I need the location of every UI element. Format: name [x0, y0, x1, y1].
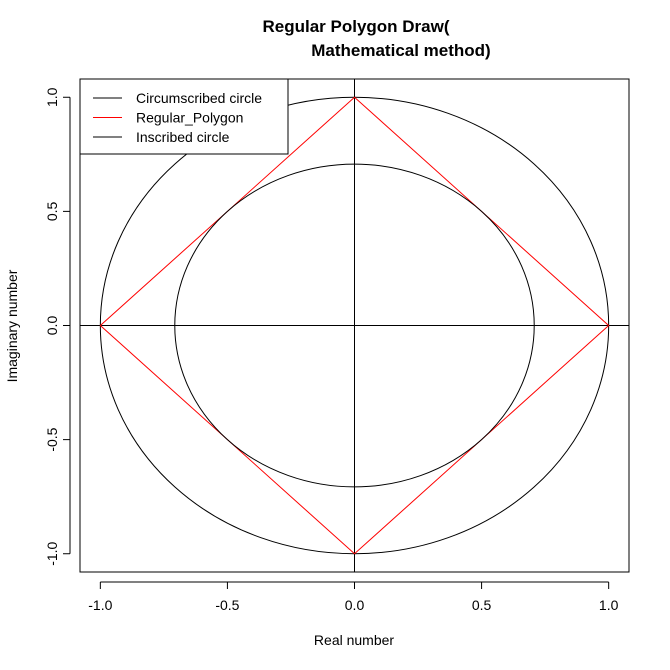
x-tick-label: -0.5: [215, 597, 239, 613]
series-inscribed-circle: [174, 163, 535, 488]
axes: -1.0 -0.5 0.0 0.5 1.0 -1.0 -0.5 0.0 0.5 1.0: [44, 78, 630, 613]
plot-area: [80, 79, 629, 572]
y-tick-label: 1.0: [44, 87, 60, 107]
legend: Circumscribed circle Regular_Polygon Inscr…: [79, 78, 289, 155]
x-tick-label: 0.5: [472, 597, 492, 613]
y-tick-label: 0.5: [44, 201, 60, 221]
legend-box: [79, 78, 289, 155]
legend-label: Regular_Polygon: [136, 110, 243, 126]
legend-label: Inscribed circle: [136, 129, 230, 145]
y-tick-label: -0.5: [44, 427, 60, 451]
chart-title-line-1: Regular Polygon Draw(: [262, 17, 449, 36]
chart-title-line-2: Mathematical method): [311, 41, 490, 60]
x-tick-label: 1.0: [599, 597, 619, 613]
y-axis-label: Imaginary number: [4, 269, 20, 382]
y-tick-label: -1.0: [44, 541, 60, 565]
x-tick-label: 0.0: [345, 597, 365, 613]
legend-label: Circumscribed circle: [136, 90, 262, 106]
plot-frame: [79, 78, 630, 573]
y-tick-label: 0.0: [44, 316, 60, 336]
x-axis-label: Real number: [314, 632, 394, 648]
x-tick-label: -1.0: [88, 597, 112, 613]
